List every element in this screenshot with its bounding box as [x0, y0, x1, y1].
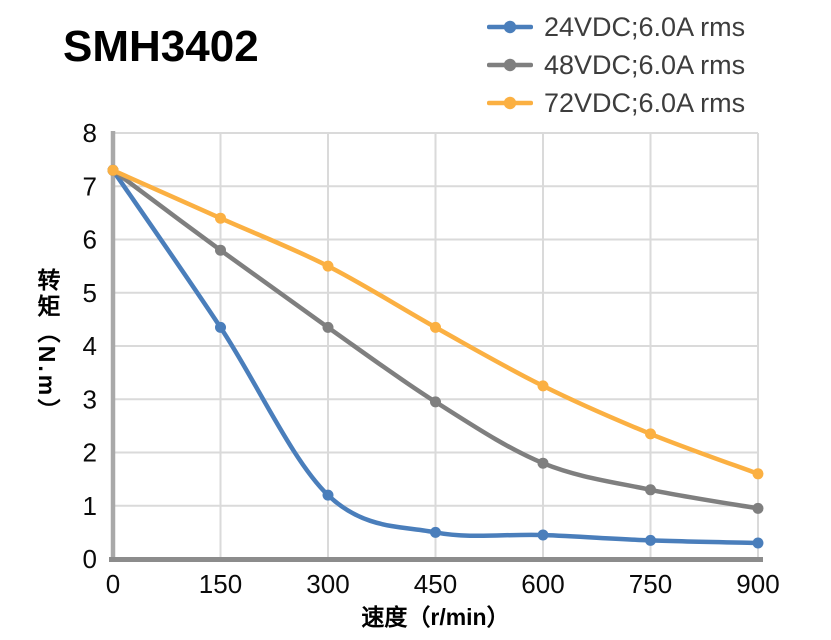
svg-text:600: 600 [521, 569, 564, 599]
legend-label-24vdc: 24VDC;6.0A rms [544, 11, 746, 42]
y-axis-title: 转矩（N.m） [34, 267, 60, 425]
svg-text:3: 3 [83, 384, 97, 414]
x-axis-title: 速度（r/min） [361, 604, 510, 630]
svg-text:5: 5 [83, 278, 97, 308]
svg-text:900: 900 [736, 569, 779, 599]
svg-text:4: 4 [83, 331, 97, 361]
legend-item-48vdc: 48VDC;6.0A rms [487, 46, 745, 84]
page-title: SMH3402 [63, 22, 259, 71]
svg-text:150: 150 [199, 569, 242, 599]
svg-text:2: 2 [83, 438, 97, 468]
svg-text:1: 1 [83, 491, 97, 521]
svg-text:6: 6 [83, 225, 97, 255]
svg-text:300: 300 [306, 569, 349, 599]
svg-text:0: 0 [106, 569, 120, 599]
svg-text:450: 450 [414, 569, 457, 599]
legend-label-48vdc: 48VDC;6.0A rms [544, 49, 746, 80]
svg-text:0: 0 [83, 544, 97, 574]
legend: 24VDC;6.0A rms 48VDC;6.0A rms 72VDC;6.0A… [487, 8, 745, 122]
legend-label-72vdc: 72VDC;6.0A rms [544, 87, 746, 118]
legend-item-72vdc: 72VDC;6.0A rms [487, 84, 745, 122]
line-dot-marker-icon [487, 96, 533, 110]
svg-text:8: 8 [83, 118, 97, 148]
line-dot-marker-icon [487, 20, 533, 34]
svg-text:7: 7 [83, 171, 97, 201]
svg-text:750: 750 [629, 569, 672, 599]
legend-item-24vdc: 24VDC;6.0A rms [487, 8, 745, 46]
line-dot-marker-icon [487, 58, 533, 72]
